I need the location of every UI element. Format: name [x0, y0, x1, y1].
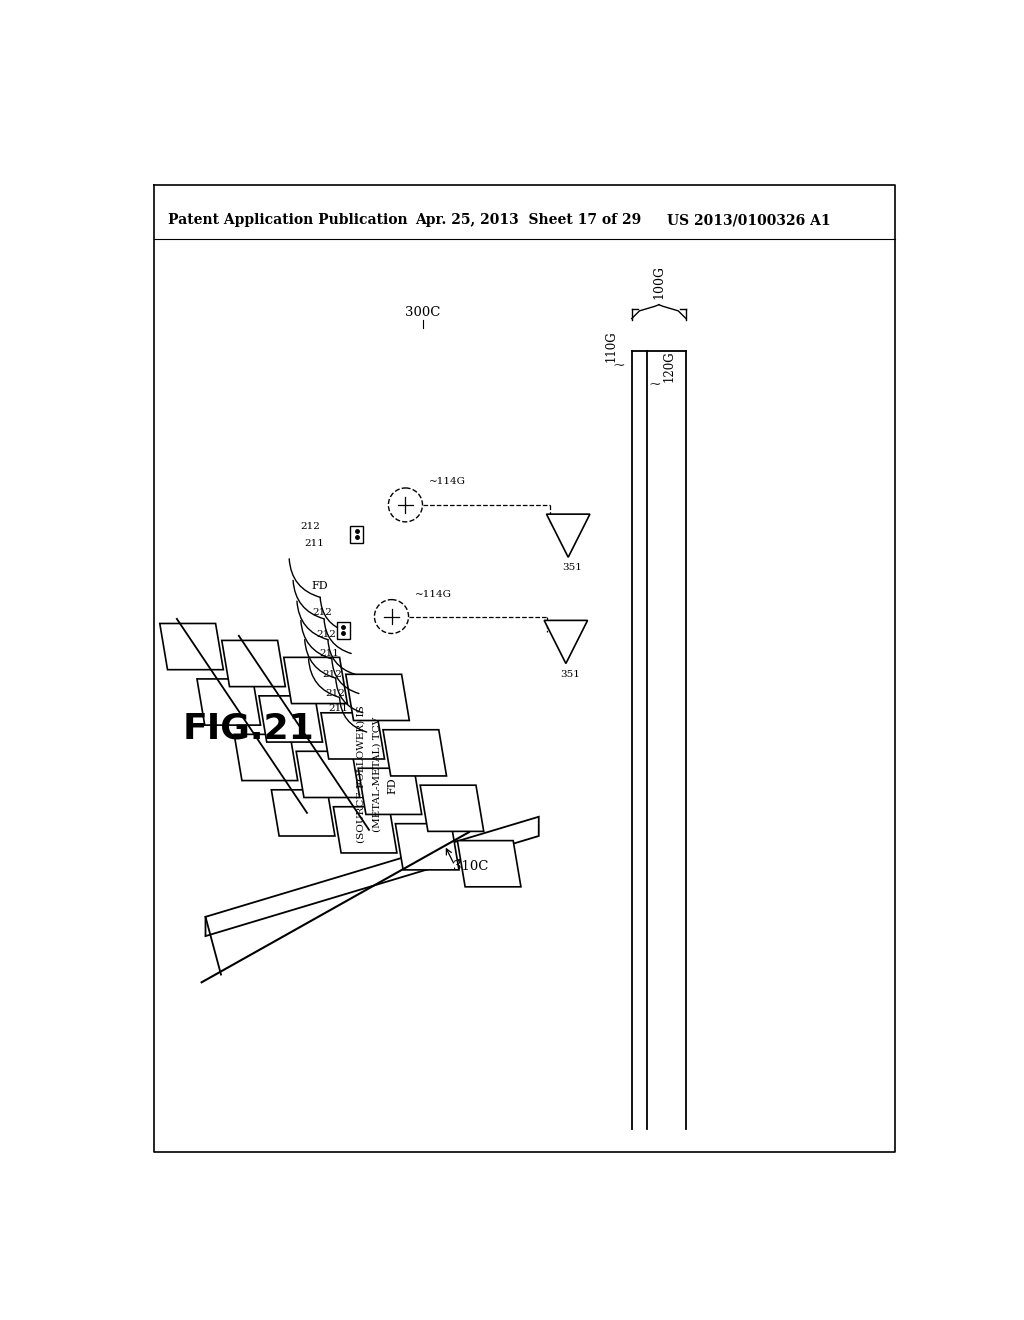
Text: Apr. 25, 2013  Sheet 17 of 29: Apr. 25, 2013 Sheet 17 of 29 [415, 213, 641, 227]
Polygon shape [284, 657, 347, 704]
Polygon shape [197, 678, 260, 725]
Text: 120G: 120G [663, 350, 676, 381]
Polygon shape [346, 675, 410, 721]
Circle shape [388, 488, 423, 521]
Text: 300C: 300C [404, 306, 440, 319]
Polygon shape [383, 730, 446, 776]
Polygon shape [296, 751, 359, 797]
Polygon shape [234, 734, 298, 780]
Polygon shape [544, 620, 588, 664]
Text: 100G: 100G [652, 264, 666, 298]
Text: FD: FD [388, 777, 397, 795]
Text: 212: 212 [322, 669, 342, 678]
Polygon shape [206, 817, 539, 936]
Bar [337, 622, 349, 639]
Text: 211: 211 [329, 705, 348, 713]
Polygon shape [259, 696, 323, 742]
Polygon shape [458, 841, 521, 887]
Text: 310C: 310C [454, 861, 488, 874]
Text: 212: 212 [300, 521, 321, 531]
Text: ~: ~ [612, 359, 626, 374]
Text: 110G: 110G [605, 331, 617, 363]
Text: (SOURCE FOLLOWER) IS: (SOURCE FOLLOWER) IS [356, 705, 366, 843]
Text: 351: 351 [562, 564, 582, 573]
Polygon shape [358, 768, 422, 814]
Text: ~114G: ~114G [429, 478, 466, 486]
Polygon shape [420, 785, 483, 832]
Polygon shape [321, 713, 385, 759]
Polygon shape [395, 824, 459, 870]
Text: Patent Application Publication: Patent Application Publication [168, 213, 408, 227]
Text: (METAL-METAL) TCV: (METAL-METAL) TCV [372, 717, 381, 832]
Text: 211: 211 [304, 539, 324, 548]
Text: 351: 351 [560, 669, 580, 678]
Polygon shape [547, 515, 590, 557]
Polygon shape [271, 789, 335, 836]
Bar [350, 525, 362, 543]
Polygon shape [222, 640, 286, 686]
Text: 211: 211 [318, 649, 339, 657]
Text: FIG.21: FIG.21 [182, 711, 314, 746]
Text: 212: 212 [326, 689, 345, 698]
Polygon shape [334, 807, 397, 853]
Polygon shape [160, 623, 223, 669]
Circle shape [375, 599, 409, 634]
Text: 212: 212 [312, 609, 332, 618]
Text: 212: 212 [315, 630, 336, 639]
Text: ~114G: ~114G [415, 590, 452, 599]
Text: FD: FD [311, 581, 328, 591]
Text: US 2013/0100326 A1: US 2013/0100326 A1 [667, 213, 830, 227]
Text: ~: ~ [649, 379, 662, 392]
